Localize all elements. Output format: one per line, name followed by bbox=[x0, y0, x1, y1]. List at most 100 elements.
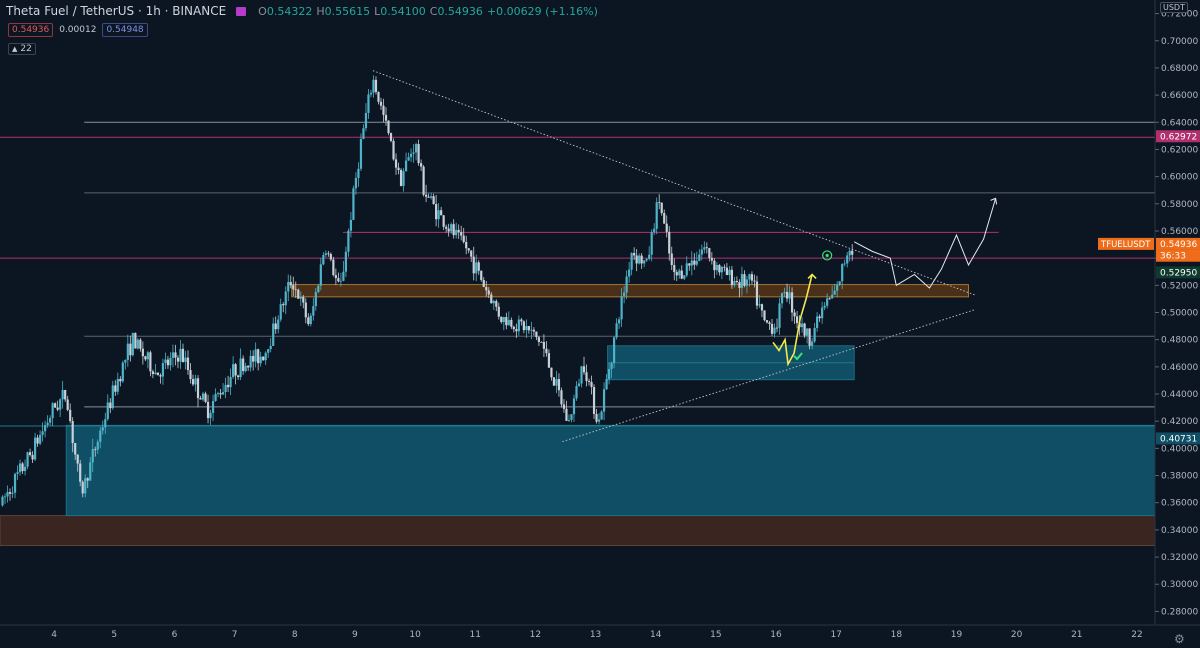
candle-body-246 bbox=[618, 319, 621, 324]
candle-body-75 bbox=[189, 370, 192, 380]
candle-body-327 bbox=[821, 307, 824, 319]
candle-body-254 bbox=[638, 255, 641, 264]
candle-body-303 bbox=[760, 304, 764, 311]
candle-body-273 bbox=[685, 263, 688, 276]
candle-body-95 bbox=[239, 358, 242, 378]
candle-body-252 bbox=[633, 253, 636, 256]
price-tick-label-7: 0.42000 bbox=[1161, 417, 1198, 427]
candle-body-149 bbox=[374, 79, 378, 92]
candle-body-84 bbox=[211, 401, 215, 413]
candle-body-323 bbox=[811, 341, 814, 346]
candle-body-219 bbox=[550, 367, 553, 378]
high-value: 0.55615 bbox=[324, 4, 371, 18]
price-label-bg-0 bbox=[1156, 130, 1200, 143]
candle-body-225 bbox=[565, 408, 568, 421]
candle-body-215 bbox=[540, 341, 543, 343]
currency-badge[interactable]: USDT bbox=[1160, 2, 1188, 13]
candle-body-229 bbox=[575, 386, 578, 399]
candle-body-283 bbox=[710, 257, 713, 261]
candle-body-68 bbox=[171, 352, 175, 358]
candle-body-311 bbox=[780, 293, 784, 304]
price-label-bg-2 bbox=[1156, 237, 1200, 250]
candle-body-52 bbox=[131, 332, 134, 356]
candle-body-18 bbox=[46, 422, 49, 426]
candle-body-210 bbox=[527, 326, 530, 331]
price-tick-label-4: 0.36000 bbox=[1161, 499, 1198, 509]
candle-body-35 bbox=[89, 462, 92, 481]
price-label-bg-1 bbox=[1098, 237, 1154, 250]
candle-body-172 bbox=[432, 196, 435, 205]
price-tick-label-12: 0.52000 bbox=[1161, 281, 1198, 291]
candle-body-86 bbox=[216, 393, 220, 394]
candle-body-265 bbox=[665, 223, 668, 232]
time-tick-label-17: 21 bbox=[1071, 630, 1082, 640]
candle-body-48 bbox=[121, 362, 124, 382]
time-tick-label-2: 6 bbox=[172, 630, 178, 640]
candle-body-207 bbox=[520, 319, 523, 322]
symbol-title[interactable]: Theta Fuel / TetherUS · 1h · BINANCE bbox=[6, 4, 227, 18]
candle-body-202 bbox=[507, 319, 510, 326]
candle-body-296 bbox=[743, 274, 746, 286]
candle-body-142 bbox=[357, 168, 360, 178]
settings-gear-icon[interactable]: ⚙ bbox=[1174, 632, 1185, 646]
candle-body-297 bbox=[745, 279, 749, 286]
yellow-path bbox=[772, 274, 813, 367]
candle-body-49 bbox=[124, 359, 127, 363]
candle-body-94 bbox=[237, 375, 240, 378]
candle-body-203 bbox=[510, 319, 513, 327]
candle-body-326 bbox=[818, 316, 821, 319]
bid-ask-row: 0.54936 0.00012 0.54948 bbox=[8, 23, 148, 37]
candle-body-199 bbox=[500, 316, 503, 323]
candle-body-55 bbox=[139, 339, 142, 349]
candle-body-205 bbox=[515, 329, 518, 332]
candle-body-103 bbox=[259, 356, 262, 364]
candle-body-163 bbox=[409, 153, 413, 158]
yellow-arrowhead bbox=[807, 273, 817, 280]
candle-body-209 bbox=[525, 326, 528, 331]
candle-body-63 bbox=[159, 375, 162, 377]
candle-body-334 bbox=[838, 281, 841, 285]
candle-body-143 bbox=[359, 139, 363, 169]
candle-body-286 bbox=[718, 264, 721, 273]
price-tick-label-14: 0.56000 bbox=[1161, 227, 1198, 237]
candle-body-132 bbox=[332, 259, 335, 276]
projection-arrowhead bbox=[990, 197, 998, 205]
candle-body-21 bbox=[54, 403, 57, 408]
candle-body-15 bbox=[39, 434, 42, 444]
indicators-toggle[interactable]: ▲ 22 bbox=[8, 43, 36, 55]
candle-body-310 bbox=[778, 303, 781, 328]
candle-body-287 bbox=[720, 266, 723, 273]
candle-body-293 bbox=[735, 280, 739, 283]
candle-body-171 bbox=[430, 196, 433, 198]
candle-body-332 bbox=[833, 290, 836, 295]
candle-body-117 bbox=[294, 289, 297, 291]
sell-price-button[interactable]: 0.54936 bbox=[8, 23, 54, 37]
candle-body-333 bbox=[836, 284, 839, 291]
candle-body-173 bbox=[435, 204, 438, 220]
time-tick-label-14: 18 bbox=[891, 630, 903, 640]
candle-body-60 bbox=[151, 371, 154, 375]
candle-body-299 bbox=[750, 274, 754, 281]
candle-body-99 bbox=[249, 355, 252, 368]
candle-body-329 bbox=[826, 298, 829, 306]
time-tick-label-10: 14 bbox=[650, 630, 662, 640]
buy-price-button[interactable]: 0.54948 bbox=[102, 23, 148, 37]
candle-body-1 bbox=[3, 496, 7, 498]
candle-body-137 bbox=[344, 251, 347, 272]
candle-body-14 bbox=[36, 437, 39, 444]
candle-body-87 bbox=[219, 393, 222, 395]
candle-body-57 bbox=[144, 356, 147, 360]
candle-body-281 bbox=[705, 247, 708, 249]
price-label-1: TFUELUSDT bbox=[1100, 240, 1151, 250]
candle-body-133 bbox=[334, 275, 337, 279]
low-value: 0.54100 bbox=[380, 4, 426, 18]
candle-body-74 bbox=[186, 357, 190, 371]
candle-body-227 bbox=[570, 414, 573, 420]
candle-body-190 bbox=[477, 262, 480, 271]
candle-body-78 bbox=[196, 378, 200, 399]
candle-body-31 bbox=[79, 463, 82, 482]
time-tick-label-5: 9 bbox=[352, 630, 358, 640]
candle-body-27 bbox=[69, 409, 72, 422]
candle-body-97 bbox=[244, 365, 247, 372]
